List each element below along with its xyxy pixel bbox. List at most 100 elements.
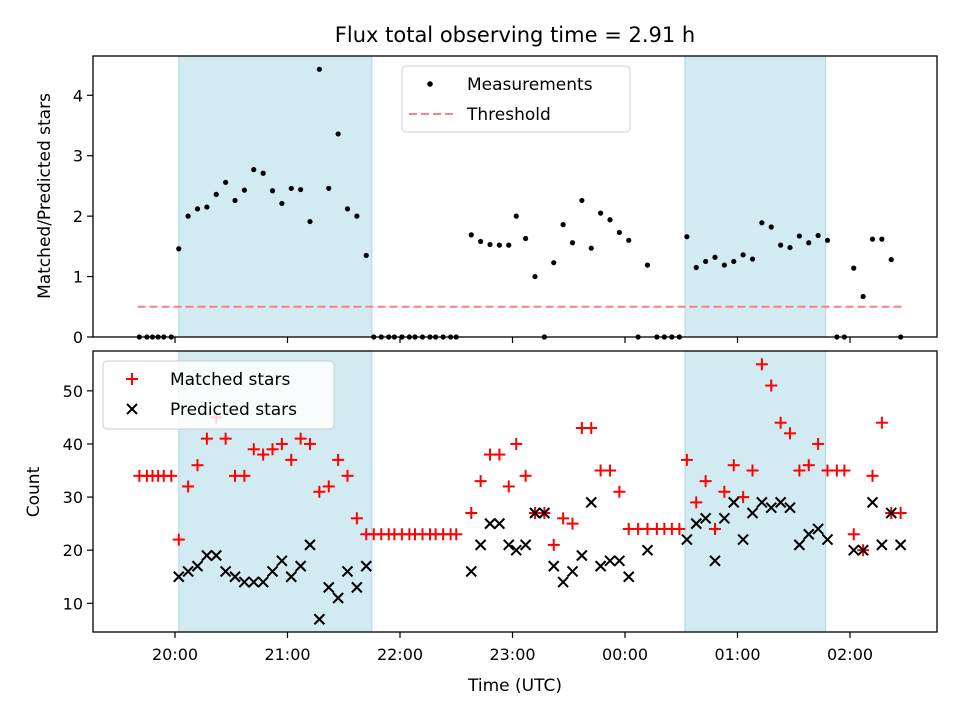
measurement-point	[468, 232, 474, 238]
matched-star-point	[680, 453, 693, 466]
measurement-point	[269, 188, 276, 194]
matched-star-point	[304, 437, 316, 450]
predicted-star-point	[613, 555, 626, 567]
legend-label-threshold: Threshold	[466, 105, 551, 125]
predicted-star-point	[182, 565, 194, 578]
measurement-point	[588, 245, 594, 251]
predicted-star-point	[774, 496, 787, 509]
top-x-ticks	[174, 337, 851, 343]
bottom-plot-frame	[92, 350, 938, 633]
measurement-point	[487, 241, 493, 248]
predicted-star-point	[519, 539, 532, 551]
matched-star-point	[341, 469, 354, 482]
matched-star-point	[502, 480, 515, 493]
matched-star-point	[238, 469, 251, 482]
measurement-point	[185, 213, 191, 219]
measurement-point	[260, 170, 266, 176]
predicted-star-point	[857, 544, 869, 556]
bottom-x-ticks: 20:00 21:00 22:00 23:00 00:00 01:00 02:00	[152, 632, 873, 664]
measurement-point	[204, 204, 210, 210]
predicted-star-point	[323, 581, 335, 594]
matched-star-point	[894, 507, 907, 520]
predicted-star-point	[360, 560, 372, 572]
matched-star-point	[613, 485, 626, 498]
measurement-point	[759, 220, 765, 226]
predicted-star-point	[576, 549, 588, 562]
measurement-point	[778, 242, 784, 248]
predicted-star-point	[557, 576, 569, 588]
predicted-star-point	[848, 544, 860, 556]
predicted-star-point	[257, 576, 269, 588]
predicted-star-point	[885, 507, 897, 519]
measurement-point	[824, 237, 831, 243]
predicted-star-point	[538, 507, 551, 519]
matched-star-point	[257, 448, 270, 461]
matched-star-point	[219, 432, 232, 445]
predicted-star-point	[876, 539, 888, 551]
matched-star-point	[793, 464, 806, 477]
matched-star-point	[450, 528, 463, 541]
y-tick-label: 3	[73, 147, 83, 166]
predicted-star-point	[465, 565, 477, 578]
y-tick-label: 40	[63, 435, 83, 454]
matched-star-point	[812, 437, 825, 450]
predicted-star-point	[821, 533, 834, 546]
measurement-point	[532, 273, 538, 280]
measurement-point	[768, 224, 774, 230]
top-plot-frame	[92, 55, 938, 338]
measurement-point	[860, 293, 866, 300]
predicted-star-point	[585, 496, 597, 509]
measurement-point	[693, 264, 699, 271]
predicted-star-point	[248, 576, 260, 588]
matched-star-point	[493, 448, 506, 461]
legend-marker-measurements	[427, 81, 433, 87]
matched-star-point	[557, 512, 570, 525]
legend-label-predicted-stars: Predicted stars	[170, 400, 297, 420]
measurement-point	[879, 236, 885, 242]
matched-star-point	[709, 522, 721, 535]
matched-star-point	[172, 533, 185, 546]
matched-star-point	[275, 437, 288, 450]
measurement-point	[749, 256, 756, 262]
measurement-point	[806, 240, 812, 246]
matched-star-point	[200, 432, 213, 445]
measurement-point	[740, 252, 746, 258]
predicted-star-point	[594, 560, 607, 572]
bottom-legend: Matched stars Predicted stars	[102, 360, 335, 430]
matched-star-point	[727, 459, 740, 472]
measurement-point	[523, 235, 529, 242]
legend-marker-matched-stars	[126, 373, 138, 385]
measurement-point	[279, 200, 285, 207]
measurement-point	[607, 217, 613, 223]
top-panel: 0 1 2 3 4 Matched/Predicted stars Measuremen…	[35, 55, 938, 347]
predicted-star-point	[709, 555, 721, 567]
measurement-point	[363, 252, 369, 259]
y-tick-label: 1	[73, 268, 83, 287]
measurement-point	[194, 206, 201, 212]
y-tick-label: 0	[73, 328, 83, 347]
bottom-y-ticks: 10 20 30 40 50	[63, 382, 93, 613]
measurement-point	[176, 246, 182, 252]
measurement-point	[326, 185, 332, 191]
matched-star-point	[718, 485, 731, 498]
y-tick-label: 30	[63, 488, 83, 507]
matched-star-point	[165, 469, 178, 482]
bottom-legend-box	[102, 360, 335, 430]
predicted-star-point	[238, 576, 251, 588]
measurement-point	[731, 258, 737, 265]
predicted-star-point	[341, 565, 354, 578]
measurement-point	[579, 197, 585, 204]
matched-star-point	[604, 464, 616, 477]
predicted-star-point	[812, 523, 824, 535]
predicted-star-point	[313, 613, 326, 625]
top-y-axis-label: Matched/Predicted stars	[35, 93, 55, 299]
x-tick-label: 02:00	[827, 645, 873, 664]
predicted-star-point	[191, 560, 204, 572]
matched-star-point	[746, 464, 759, 477]
predicted-star-point	[304, 539, 316, 551]
predicted-star-point	[276, 555, 288, 567]
predicted-star-point	[866, 496, 879, 509]
predicted-star-point	[737, 533, 749, 546]
matched-star-point	[847, 528, 860, 541]
measurement-point	[316, 66, 322, 72]
